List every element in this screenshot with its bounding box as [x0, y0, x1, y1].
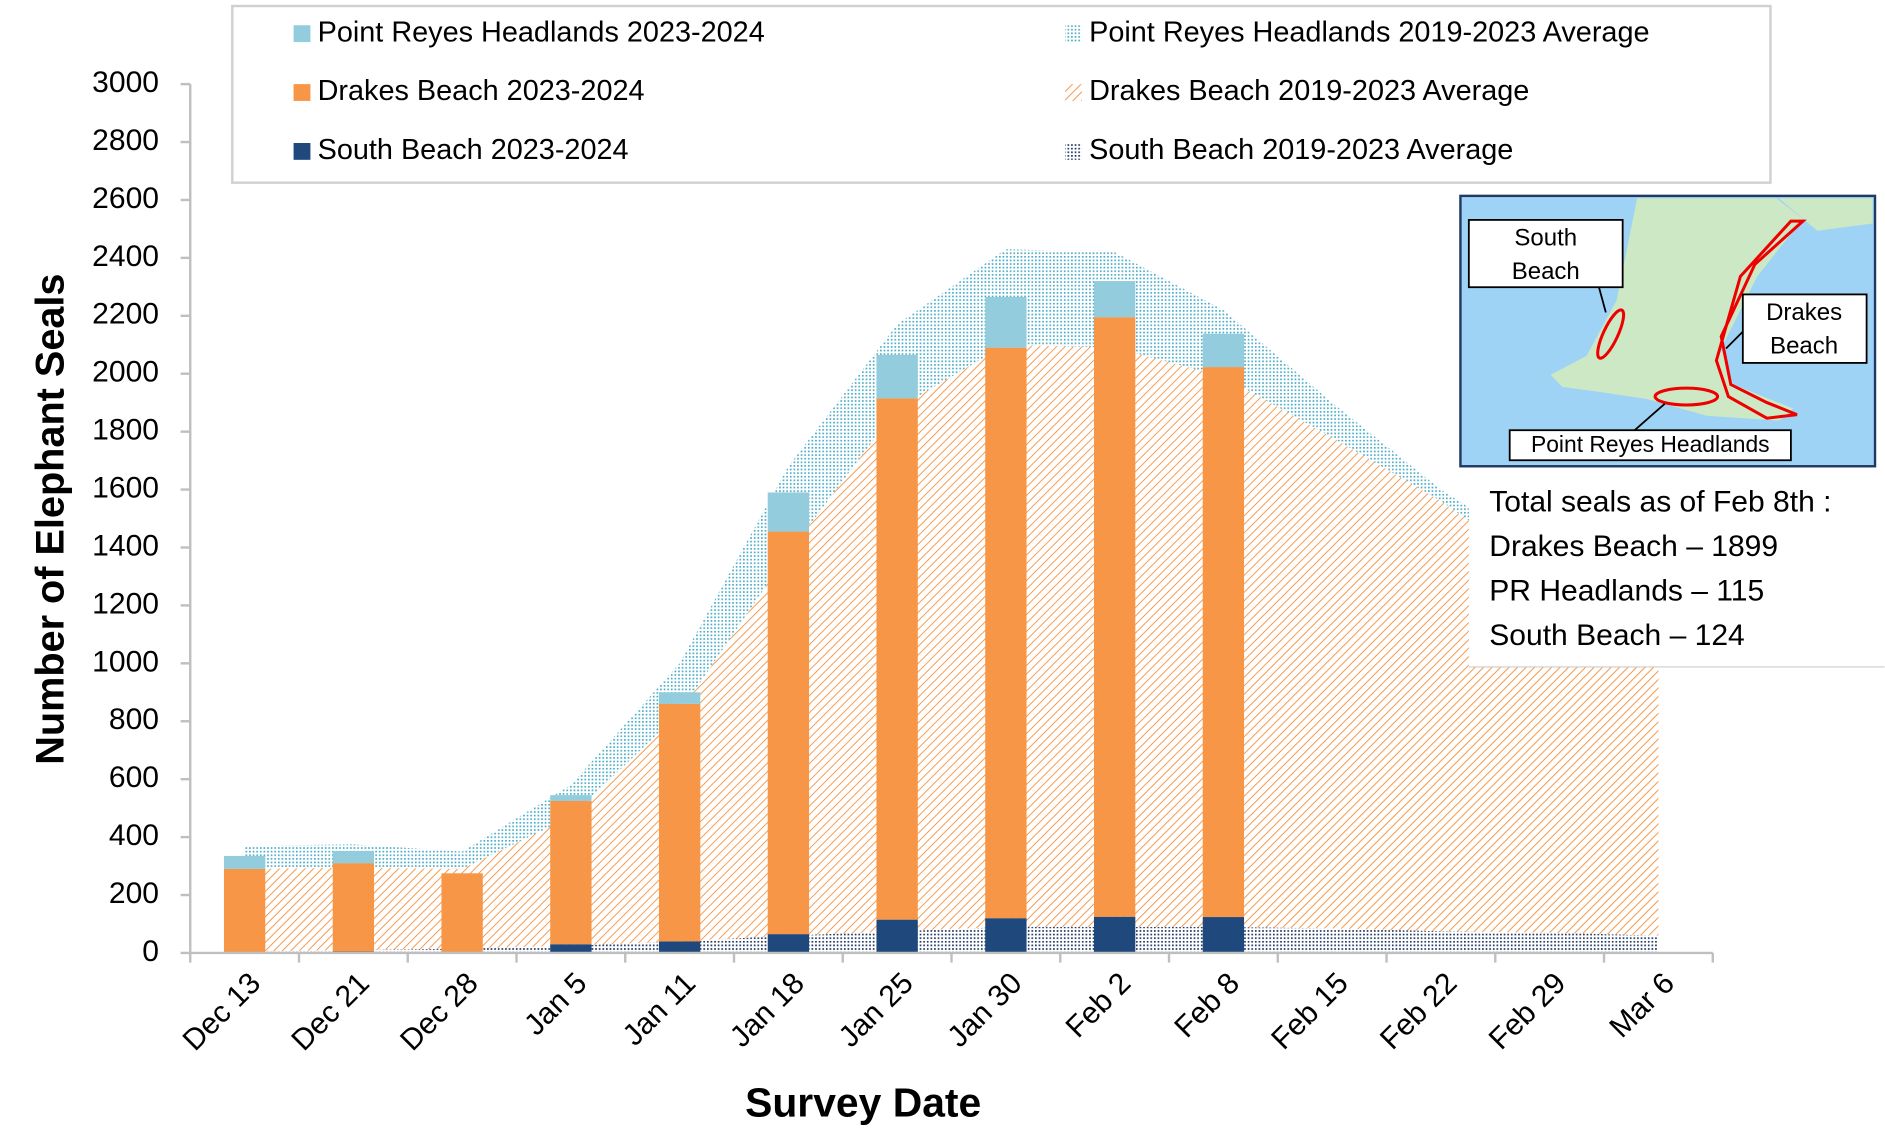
chart: 0 200 400 600 800 1000 1200 1400 1600 1800 2000 220…: [0, 0, 1885, 1132]
legend-swatch: [1065, 25, 1082, 42]
x-tick-label: Feb 22: [1374, 967, 1463, 1056]
y-tick-label: 600: [109, 761, 159, 794]
map-label: Beach: [1770, 333, 1838, 360]
bar: [659, 692, 700, 704]
bar: [768, 532, 809, 935]
bar: [333, 863, 374, 951]
annotation-line: Drakes Beach – 1899: [1489, 530, 1778, 563]
legend-swatch: [294, 84, 311, 101]
bar: [659, 941, 700, 953]
bar: [1094, 281, 1135, 317]
x-tick-label: Dec 21: [285, 967, 376, 1058]
y-tick-label: 2800: [92, 124, 159, 157]
x-tick-label: Jan 18: [724, 967, 811, 1054]
y-tick-label: 200: [109, 877, 159, 910]
x-tick-label: Feb 15: [1265, 967, 1354, 1056]
legend-label: Point Reyes Headlands 2019-2023 Average: [1089, 16, 1649, 48]
y-tick-label: 2000: [92, 356, 159, 389]
bar: [768, 492, 809, 531]
y-tick-label: 2200: [92, 298, 159, 331]
y-tick-label: 1800: [92, 414, 159, 447]
y-tick-label: 3000: [92, 66, 159, 99]
legend-swatch: [1065, 84, 1082, 101]
bar: [876, 355, 917, 398]
bar: [876, 398, 917, 919]
x-tick-label: Feb 2: [1060, 967, 1138, 1045]
legend-swatch: [294, 25, 311, 42]
bar: [333, 851, 374, 863]
legend-label: South Beach 2019-2023 Average: [1089, 134, 1513, 166]
annotation-line: South Beach – 124: [1489, 619, 1744, 652]
x-tick-label: Dec 28: [394, 967, 485, 1058]
x-tick-label: Feb 29: [1483, 967, 1572, 1056]
legend-label: Point Reyes Headlands 2023-2024: [318, 16, 765, 48]
bar: [1094, 917, 1135, 953]
x-tick-label: Jan 11: [617, 967, 703, 1053]
y-tick-label: 1600: [92, 472, 159, 505]
bar: [768, 934, 809, 953]
map-label: South: [1514, 224, 1577, 251]
annotation-line: PR Headlands – 115: [1489, 574, 1764, 607]
y-tick-label: 1000: [92, 645, 159, 678]
bar: [550, 795, 591, 801]
x-tick-label: Jan 25: [833, 967, 920, 1054]
legend-swatch: [1065, 143, 1082, 160]
y-tick-label: 1400: [92, 529, 159, 562]
bar: [659, 704, 700, 941]
y-tick-label: 1200: [92, 587, 159, 620]
legend-label: Drakes Beach 2023-2024: [318, 75, 645, 107]
bar: [985, 297, 1026, 348]
y-tick-label: 800: [109, 703, 159, 736]
bar: [550, 801, 591, 944]
annotation-line: Total seals as of Feb 8th :: [1489, 485, 1831, 518]
y-tick-label: 400: [109, 819, 159, 852]
bar: [1203, 367, 1244, 917]
y-tick-label: 2600: [92, 182, 159, 215]
bar: [1094, 317, 1135, 916]
x-tick-label: Jan 5: [518, 967, 593, 1042]
bar: [224, 869, 265, 953]
bar: [1203, 917, 1244, 953]
y-axis-title: Number of Elephant Seals: [29, 274, 73, 765]
bar: [1203, 334, 1244, 367]
inset-map: South Beach Drakes Beach Point Reyes Hea…: [1460, 196, 1875, 466]
x-tick-label: Mar 6: [1603, 967, 1681, 1045]
bar: [441, 873, 482, 953]
y-tick-label: 0: [142, 935, 159, 968]
y-tick-label: 2400: [92, 240, 159, 273]
bar: [550, 944, 591, 953]
bar: [224, 856, 265, 869]
map-label: Point Reyes Headlands: [1531, 431, 1770, 457]
x-tick-label: Feb 8: [1168, 967, 1246, 1045]
map-label: Drakes: [1766, 299, 1842, 326]
bar: [985, 918, 1026, 953]
x-tick-label: Dec 13: [177, 967, 268, 1058]
x-axis-title: Survey Date: [745, 1079, 981, 1125]
bar: [876, 920, 917, 953]
legend-label: South Beach 2023-2024: [318, 134, 629, 166]
legend-swatch: [294, 143, 311, 160]
legend-label: Drakes Beach 2019-2023 Average: [1089, 75, 1529, 107]
x-tick-label: Jan 30: [941, 967, 1028, 1054]
bar: [985, 348, 1026, 919]
map-label: Beach: [1512, 258, 1580, 285]
